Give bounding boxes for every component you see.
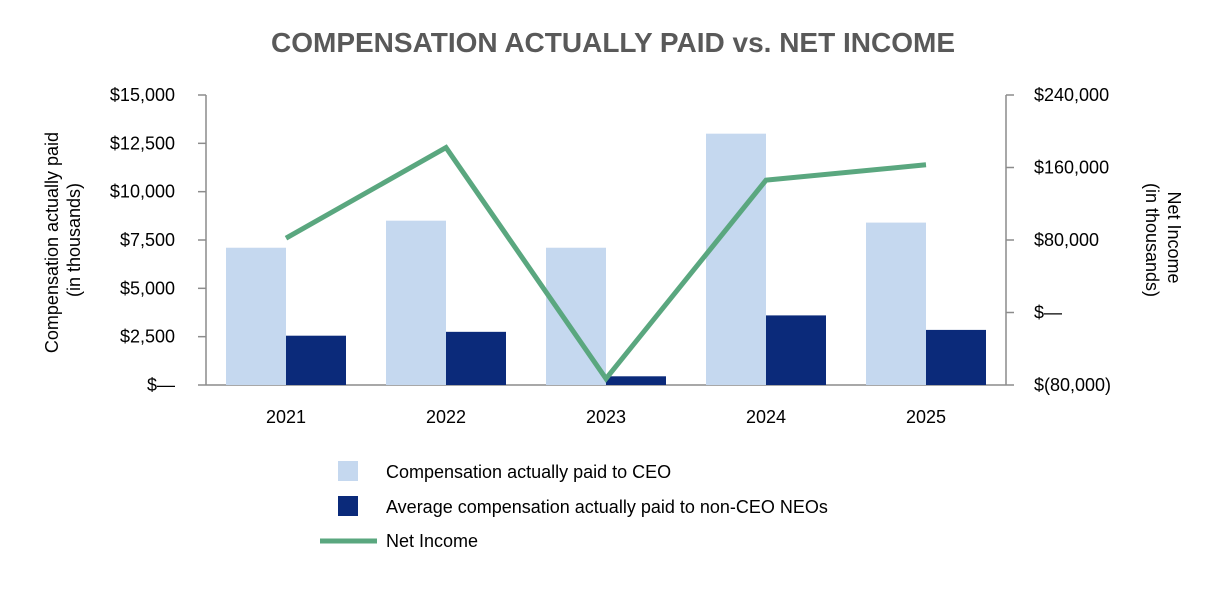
neo-bar-2024	[766, 315, 826, 385]
legend-label-neo: Average compensation actually paid to no…	[386, 497, 828, 517]
neo-bar-2023	[606, 376, 666, 385]
x-axis-ticks: 2021 2022 2023 2024 2025	[266, 407, 946, 427]
left-tick-label: $15,000	[110, 85, 175, 105]
x-tick-label: 2023	[586, 407, 626, 427]
legend-swatch-ceo	[338, 461, 358, 481]
right-tick-label: $—	[1034, 303, 1062, 323]
legend-swatch-neo	[338, 496, 358, 516]
neo-bar-2021	[286, 335, 346, 385]
x-tick-label: 2025	[906, 407, 946, 427]
ceo-bar-2024	[706, 133, 766, 385]
legend-label-net-income: Net Income	[386, 531, 478, 551]
right-axis-ticks: $(80,000) $— $80,000 $160,000 $240,000	[1006, 85, 1111, 395]
legend-label-ceo: Compensation actually paid to CEO	[386, 462, 671, 482]
x-tick-label: 2022	[426, 407, 466, 427]
left-tick-label: $2,500	[120, 327, 175, 347]
left-tick-label: $—	[147, 375, 175, 395]
left-tick-label: $12,500	[110, 133, 175, 153]
right-tick-label: $(80,000)	[1034, 375, 1111, 395]
right-tick-label: $80,000	[1034, 230, 1099, 250]
right-tick-label: $240,000	[1034, 85, 1109, 105]
x-tick-label: 2024	[746, 407, 786, 427]
net-income-line-group	[284, 144, 927, 383]
left-axis-ticks: $— $2,500 $5,000 $7,500 $10,000 $12,500 $15,00…	[110, 85, 206, 395]
ceo-bar-2025	[866, 222, 926, 385]
legend: Compensation actually paid to CEO Averag…	[320, 461, 828, 551]
chart-title: COMPENSATION ACTUALLY PAID vs. NET INCOM…	[271, 27, 955, 58]
left-tick-label: $5,000	[120, 278, 175, 298]
left-axis-label: Compensation actually paid (in thousands…	[42, 127, 84, 353]
neo-bar-2022	[446, 331, 506, 385]
neo-bar-2025	[926, 329, 986, 385]
right-tick-label: $160,000	[1034, 158, 1109, 178]
ceo-bar-2021	[226, 247, 286, 385]
x-tick-label: 2021	[266, 407, 306, 427]
left-tick-label: $7,500	[120, 230, 175, 250]
left-tick-label: $10,000	[110, 182, 175, 202]
right-axis-label: Net Income (in thousands)	[1142, 183, 1184, 297]
ceo-bar-2022	[386, 220, 446, 385]
bars	[226, 133, 986, 385]
